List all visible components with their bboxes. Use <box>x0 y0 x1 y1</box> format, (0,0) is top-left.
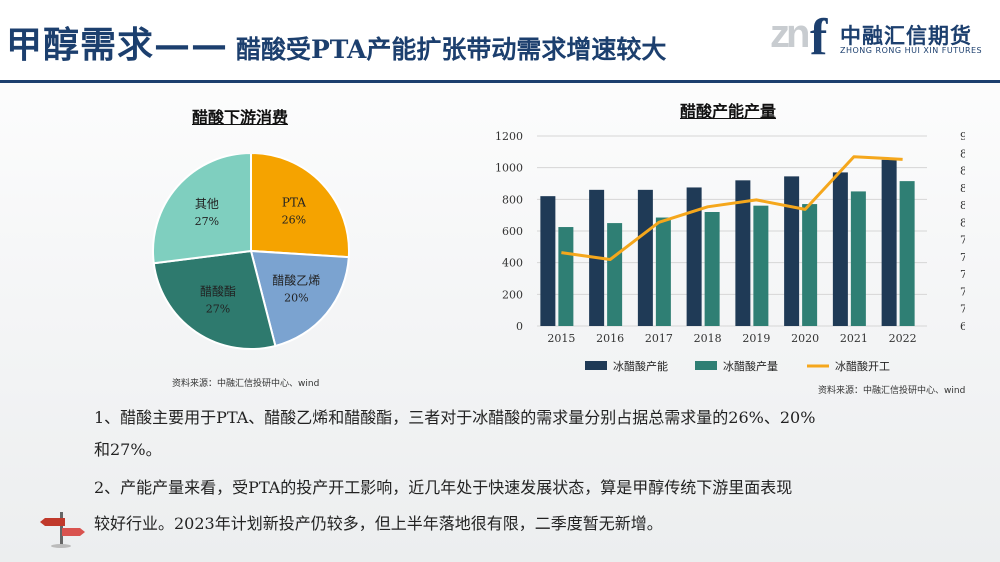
y2-tick-label: 78% <box>960 234 965 247</box>
legend-swatch <box>585 361 607 370</box>
x-tick-label: 2020 <box>791 332 819 345</box>
bar-chart-title: 醋酸产能产量 <box>680 102 777 121</box>
y-tick-label: 400 <box>502 257 523 270</box>
paragraph-1-line-1: 1、醋酸主要用于PTA、醋酸乙烯和醋酸酯，三者对于冰醋酸的需求量分别占据总需求量… <box>94 408 816 427</box>
logo-mark: zn <box>770 12 810 56</box>
pie-slice-label: 醋酸乙烯 <box>272 272 320 287</box>
x-tick-label: 2015 <box>547 332 575 345</box>
pie-slice-percent: 26% <box>282 214 306 227</box>
paragraph-1-line-2: 和27%。 <box>94 440 162 459</box>
y-tick-label: 200 <box>502 288 523 301</box>
pie-slice <box>249 249 350 348</box>
x-tick-label: 2021 <box>840 332 868 345</box>
y2-tick-label: 84% <box>960 182 965 195</box>
signpost-icon <box>40 512 85 548</box>
output-bar <box>899 181 915 326</box>
x-tick-label: 2018 <box>694 332 722 345</box>
pie-slice-percent: 27% <box>195 215 219 228</box>
output-bar <box>558 227 574 326</box>
output-bar <box>802 204 818 326</box>
page-title: 甲醇需求—— <box>6 24 229 66</box>
output-bar <box>655 217 671 326</box>
y2-tick-label: 90% <box>960 130 965 143</box>
y2-tick-label: 82% <box>960 199 965 212</box>
pie-chart-title: 醋酸下游消费 <box>192 108 289 127</box>
pie-slice <box>152 154 252 265</box>
legend-label: 冰醋酸产能 <box>613 359 668 373</box>
capacity-bar <box>832 172 848 326</box>
pie-slice-label: PTA <box>282 196 306 210</box>
pie-source-note: 资料来源：中融汇信投研中心、wind <box>172 379 320 389</box>
x-tick-label: 2019 <box>742 332 770 345</box>
x-tick-label: 2016 <box>596 332 624 345</box>
capacity-bar <box>784 176 800 326</box>
logo-chinese-name: 中融汇信期货 <box>840 24 972 48</box>
paragraph-2-line-1: 2、产能产量来看，受PTA的投产开工影响，近几年处于快速发展状态，算是甲醇传统下… <box>94 478 793 497</box>
capacity-bar <box>735 180 751 326</box>
y-tick-label: 800 <box>502 193 523 206</box>
capacity-bar <box>881 159 897 326</box>
header-divider <box>0 80 1000 83</box>
y-tick-label: 600 <box>502 225 523 238</box>
capacity-bar <box>686 187 702 326</box>
pie-slice-label: 醋酸酯 <box>200 284 236 299</box>
capacity-output-chart: 0 200 400 600 800 1000 1200 68% 70% 72% 74% 76% 78% 8… <box>495 130 965 373</box>
x-tick-label: 2017 <box>645 332 673 345</box>
y2-tick-label: 80% <box>960 216 965 229</box>
pie-slice <box>152 249 277 350</box>
logo-english-name: ZHONG RONG HUI XIN FUTURES <box>840 46 983 55</box>
pie-slice-percent: 20% <box>284 291 308 304</box>
output-bar <box>753 205 769 326</box>
utilization-line <box>561 155 903 261</box>
y-tick-label: 1000 <box>495 162 523 175</box>
bar-source-note: 资料来源：中融汇信投研中心、wind <box>818 386 966 396</box>
y-tick-label: 0 <box>516 320 523 333</box>
legend-label: 冰醋酸产量 <box>723 359 778 373</box>
pie-slice-percent: 27% <box>206 303 230 316</box>
y2-tick-label: 74% <box>960 268 965 281</box>
legend-swatch <box>695 361 717 370</box>
y2-tick-label: 70% <box>960 303 965 316</box>
pie-chart: PTA 26% 醋酸乙烯 20% 醋酸酯 27% 其他 27% <box>152 154 350 350</box>
page-subtitle: 醋酸受PTA产能扩张带动需求增速较大 <box>236 35 667 64</box>
company-logo: zn f 中融汇信期货 ZHONG RONG HUI XIN FUTURES <box>770 9 995 66</box>
x-tick-label: 2022 <box>889 332 917 345</box>
pie-slice-label: 其他 <box>195 197 219 211</box>
y2-tick-label: 88% <box>960 147 965 160</box>
y2-tick-label: 68% <box>960 320 965 333</box>
legend-label: 冰醋酸开工 <box>835 359 890 373</box>
y-tick-label: 1200 <box>495 130 523 143</box>
capacity-bar <box>540 196 556 326</box>
output-bar <box>607 223 623 326</box>
y2-tick-label: 86% <box>960 165 965 178</box>
y2-tick-label: 72% <box>960 285 965 298</box>
logo-f: f <box>810 9 828 66</box>
output-bar <box>850 191 866 326</box>
y2-tick-label: 76% <box>960 251 965 264</box>
header-bar: 甲醇需求—— 醋酸受PTA产能扩张带动需求增速较大 zn f 中融汇信期货 ZH… <box>0 0 1000 80</box>
paragraph-2-line-2: 较好行业。2023年计划新投产仍较多，但上半年落地很有限，二季度暂无新增。 <box>94 514 663 533</box>
output-bar <box>704 212 720 326</box>
capacity-bar <box>637 189 653 326</box>
pie-slice <box>250 154 350 259</box>
